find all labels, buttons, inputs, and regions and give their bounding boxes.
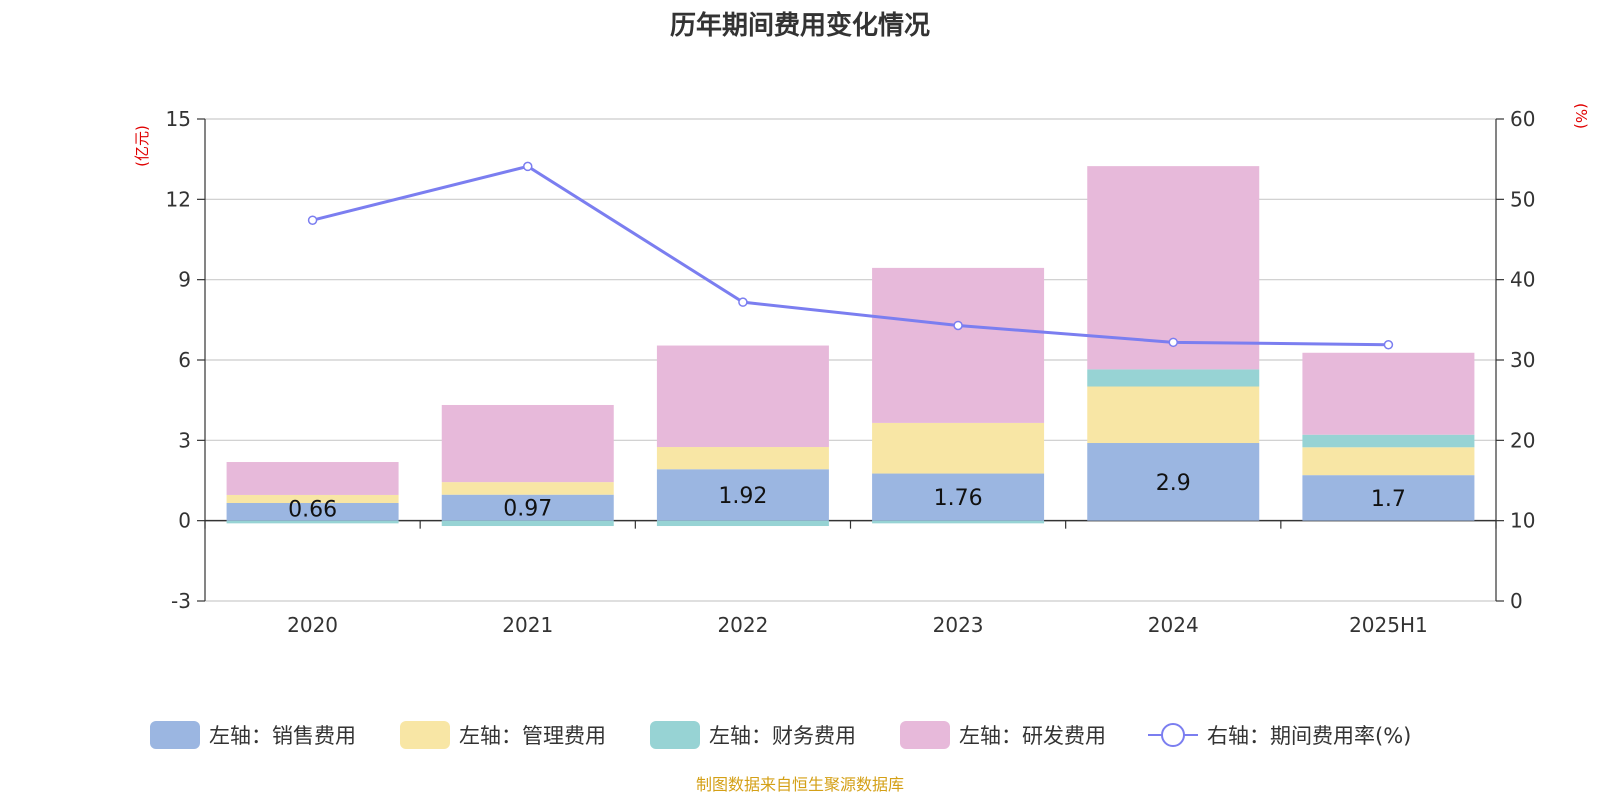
rate-point <box>1168 337 1178 348</box>
legend-swatch <box>650 721 700 749</box>
right-tick-label: 0 <box>1510 589 1523 613</box>
left-tick-label: 15 <box>166 107 191 131</box>
right-axis-unit: (%) <box>1572 103 1590 129</box>
right-tick-label: 30 <box>1510 348 1535 372</box>
x-tick-label: 2024 <box>1148 613 1199 637</box>
bar-segment <box>656 520 829 527</box>
bar-segment <box>226 462 399 495</box>
left-tick-label: 0 <box>178 509 191 533</box>
bar-segment <box>872 267 1045 423</box>
x-tick-label: 2022 <box>717 613 768 637</box>
bar-value-label: 2.9 <box>1156 471 1191 496</box>
bar-segment <box>1087 443 1260 521</box>
legend-label: 左轴：管理费用 <box>459 724 606 748</box>
right-tick-label: 10 <box>1510 509 1535 533</box>
bar-segment <box>441 404 614 483</box>
legend: 左轴：销售费用 左轴：管理费用 左轴：财务费用 左轴：研发费用 右轴：期间费用率(%) <box>150 721 1411 749</box>
rate-point <box>953 320 963 331</box>
bar-segment <box>656 469 829 521</box>
bar-segment <box>1087 386 1260 444</box>
bar-value-label: 1.92 <box>718 484 767 509</box>
bar-segment <box>1302 434 1475 448</box>
data-labels: 0.66 0.97 1.92 1.76 2.9 1.7 <box>288 471 1406 523</box>
bar-segment <box>1087 166 1260 370</box>
rate-point <box>523 161 533 172</box>
bar-value-label: 0.66 <box>288 498 337 523</box>
left-tick-label: 6 <box>178 348 191 372</box>
bar-segment <box>1302 475 1475 521</box>
rate-line-path <box>312 164 1389 347</box>
legend-label: 左轴：财务费用 <box>709 724 856 748</box>
right-tick-label: 40 <box>1510 268 1535 292</box>
bar-segment <box>656 345 829 448</box>
rate-point <box>307 215 318 225</box>
bar-segment <box>656 447 829 470</box>
legend-swatch <box>150 721 200 749</box>
bar-value-label: 1.7 <box>1371 487 1406 512</box>
legend-item[interactable]: 右轴：期间费用率(%) <box>1148 723 1411 748</box>
chart-title: 历年期间费用变化情况 <box>670 10 930 41</box>
gridlines <box>205 118 1496 602</box>
right-tick-label: 50 <box>1510 187 1535 211</box>
bar-segment <box>1302 352 1475 435</box>
bar-segment <box>226 502 399 521</box>
left-tick-label: -3 <box>171 589 191 613</box>
legend-label: 左轴：销售费用 <box>209 724 356 748</box>
right-tick-label: 60 <box>1510 107 1535 131</box>
bar-segment <box>1087 369 1260 387</box>
left-tick-label: 3 <box>178 428 191 452</box>
rate-point <box>1383 339 1394 350</box>
bar-value-label: 0.97 <box>503 497 552 522</box>
legend-label: 左轴：研发费用 <box>959 724 1106 748</box>
bar-segment <box>441 520 614 527</box>
legend-marker <box>1161 723 1185 747</box>
right-tick-label: 20 <box>1510 428 1535 452</box>
x-tick-label: 2023 <box>933 613 984 637</box>
x-tick-label: 2020 <box>287 613 338 637</box>
bars <box>226 166 1475 527</box>
legend-swatch <box>900 721 950 749</box>
legend-item[interactable]: 左轴：研发费用 <box>900 721 1106 749</box>
legend-item[interactable]: 左轴：财务费用 <box>650 721 856 749</box>
legend-item[interactable]: 左轴：管理费用 <box>400 721 606 749</box>
left-tick-label: 12 <box>166 187 191 211</box>
legend-swatch <box>400 721 450 749</box>
axes: -3 0 3 6 9 12 15 0 10 20 30 40 50 60 2020 2021 2022 2023 2… <box>166 107 1536 637</box>
bar-segment <box>872 520 1045 524</box>
bar-segment <box>226 520 399 524</box>
bar-segment <box>441 494 614 521</box>
legend-label: 右轴：期间费用率(%) <box>1207 724 1411 748</box>
legend-item[interactable]: 左轴：销售费用 <box>150 721 356 749</box>
bar-value-label: 1.76 <box>934 486 983 511</box>
x-tick-label: 2025H1 <box>1349 613 1428 637</box>
left-axis-unit: (亿元) <box>133 125 151 167</box>
bar-segment <box>1302 447 1475 476</box>
rate-point <box>738 297 748 307</box>
source-note: 制图数据来自恒生聚源数据库 <box>696 775 904 794</box>
bar-segment <box>872 473 1045 521</box>
bar-segment <box>226 494 399 503</box>
rate-line <box>307 161 1394 350</box>
bar-segment <box>441 482 614 495</box>
x-tick-label: 2021 <box>502 613 553 637</box>
bar-segment <box>872 422 1045 474</box>
left-tick-label: 9 <box>178 268 191 292</box>
